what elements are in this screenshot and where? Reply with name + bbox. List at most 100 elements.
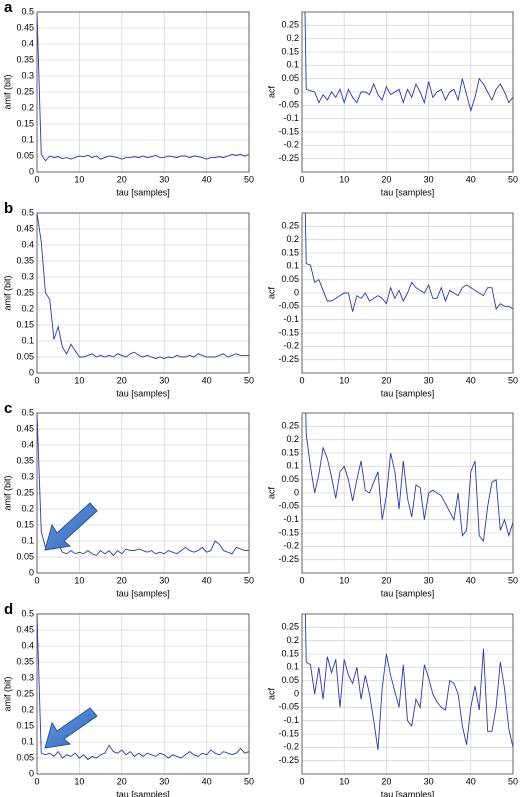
- y-tick-label: 0.35: [16, 455, 34, 465]
- x-tick-label: 20: [117, 575, 127, 585]
- y-tick-label: 0.2: [21, 102, 34, 112]
- y-tick-label: 0.2: [286, 635, 299, 645]
- x-tick-label: 0: [34, 174, 39, 184]
- x-tick-label: 0: [34, 575, 39, 585]
- x-tick-label: 50: [244, 174, 254, 184]
- y-tick-label: 0.15: [16, 118, 34, 128]
- y-tick-label: 0: [294, 487, 299, 497]
- plot-frame: [301, 613, 514, 775]
- y-tick-label: 0.35: [16, 255, 34, 265]
- chart: -0.25 -0.2 -0.15 -0.1 -0.05 0 0.05 0.1 0.15 0.2 0.…: [266, 11, 518, 197]
- y-tick-label: -0.15: [278, 527, 299, 537]
- x-tick-label: 20: [381, 375, 391, 385]
- y-tick-label: -0.25: [278, 554, 299, 564]
- x-tick-label: 20: [117, 776, 127, 786]
- y-tick-label: 0.25: [281, 221, 299, 231]
- y-axis-label: acf: [266, 487, 276, 500]
- y-tick-label: 0.45: [16, 624, 34, 634]
- y-tick-label: 0.35: [16, 656, 34, 666]
- y-tick-label: 0.25: [281, 20, 299, 30]
- data-line: [37, 213, 249, 360]
- y-tick-label: -0.1: [283, 314, 299, 324]
- plot-frame: [36, 613, 250, 775]
- x-axis-label: tau [samples]: [116, 388, 170, 398]
- x-tick-label: 0: [299, 174, 304, 184]
- y-tick-label: -0.05: [278, 301, 299, 311]
- y-tick-label: 0.35: [16, 54, 34, 64]
- y-tick-label: -0.15: [278, 327, 299, 337]
- y-tick-label: 0.4: [21, 640, 34, 650]
- y-tick-label: -0.25: [278, 153, 299, 163]
- x-tick-label: 50: [244, 575, 254, 585]
- y-tick-label: 0.05: [281, 474, 299, 484]
- x-tick-label: 40: [202, 174, 212, 184]
- plot-frame: [36, 11, 250, 173]
- y-tick-label: -0.15: [278, 126, 299, 136]
- plot-frame: [301, 11, 514, 173]
- x-tick-label: 0: [299, 575, 304, 585]
- y-tick-label: -0.25: [278, 755, 299, 765]
- y-tick-label: 0: [294, 86, 299, 96]
- x-axis-label: tau [samples]: [381, 388, 435, 398]
- data-line: [304, 614, 513, 751]
- y-tick-label: 0.3: [21, 672, 34, 682]
- y-tick-label: 0.2: [286, 434, 299, 444]
- x-axis-label: tau [samples]: [381, 588, 435, 598]
- arrow: [44, 502, 98, 551]
- y-tick-label: 0: [29, 567, 34, 577]
- panel-label: b: [4, 200, 13, 217]
- y-tick-label: 0.05: [16, 351, 34, 361]
- chart: 0 0.05 0.1 0.15 0.2 0.25 0.3 0.35 0.4 0.45 0.5 0 10 2…: [2, 400, 254, 598]
- y-axis-label: amif (bit): [2, 74, 12, 109]
- x-tick-label: 20: [381, 776, 391, 786]
- y-tick-label: -0.05: [278, 100, 299, 110]
- x-tick-label: 0: [34, 375, 39, 385]
- x-tick-label: 10: [339, 174, 349, 184]
- x-tick-label: 50: [244, 375, 254, 385]
- y-tick-label: 0.15: [16, 519, 34, 529]
- x-tick-label: 10: [339, 375, 349, 385]
- y-axis-label: acf: [266, 688, 276, 701]
- y-tick-label: 0.4: [21, 239, 34, 249]
- x-tick-label: 0: [299, 375, 304, 385]
- x-tick-label: 40: [466, 375, 476, 385]
- y-tick-label: 0.15: [281, 447, 299, 457]
- x-tick-label: 30: [159, 375, 169, 385]
- y-tick-label: 0.3: [21, 471, 34, 481]
- y-tick-label: -0.2: [283, 541, 299, 551]
- y-tick-label: 0.1: [21, 335, 34, 345]
- x-tick-label: 40: [202, 575, 212, 585]
- panel-label: a: [4, 0, 13, 16]
- panel-label: d: [4, 601, 13, 618]
- y-tick-label: 0.05: [281, 274, 299, 284]
- arrow: [44, 707, 98, 749]
- y-tick-label: 0: [294, 287, 299, 297]
- y-tick-label: 0.05: [16, 150, 34, 160]
- y-tick-label: 0.25: [16, 287, 34, 297]
- y-tick-label: 0.3: [21, 271, 34, 281]
- x-tick-label: 40: [202, 375, 212, 385]
- y-tick-label: 0.3: [21, 70, 34, 80]
- y-tick-label: -0.15: [278, 728, 299, 738]
- x-axis-label: tau [samples]: [381, 789, 435, 797]
- y-tick-label: 0.1: [21, 736, 34, 746]
- y-tick-label: 0.4: [21, 38, 34, 48]
- y-tick-label: 0.05: [281, 73, 299, 83]
- x-tick-label: 40: [202, 776, 212, 786]
- y-tick-label: -0.2: [283, 341, 299, 351]
- y-tick-label: -0.25: [278, 354, 299, 364]
- x-axis-label: tau [samples]: [116, 187, 170, 197]
- chart: 0 0.05 0.1 0.15 0.2 0.25 0.3 0.35 0.4 0.45 0.5 0 10 2…: [2, 0, 254, 197]
- y-axis-label: amif (bit): [2, 275, 12, 310]
- x-tick-label: 20: [117, 375, 127, 385]
- chart: -0.25 -0.2 -0.15 -0.1 -0.05 0 0.05 0.1 0.15 0.2 0.…: [266, 212, 518, 398]
- x-tick-label: 30: [424, 375, 434, 385]
- y-tick-label: 0: [29, 367, 34, 377]
- y-tick-label: -0.05: [278, 501, 299, 511]
- x-tick-label: 50: [244, 776, 254, 786]
- y-tick-label: 0.1: [21, 134, 34, 144]
- chart: -0.25 -0.2 -0.15 -0.1 -0.05 0 0.05 0.1 0.15 0.2 0.…: [266, 613, 518, 797]
- x-axis-label: tau [samples]: [381, 187, 435, 197]
- y-tick-label: 0.25: [281, 622, 299, 632]
